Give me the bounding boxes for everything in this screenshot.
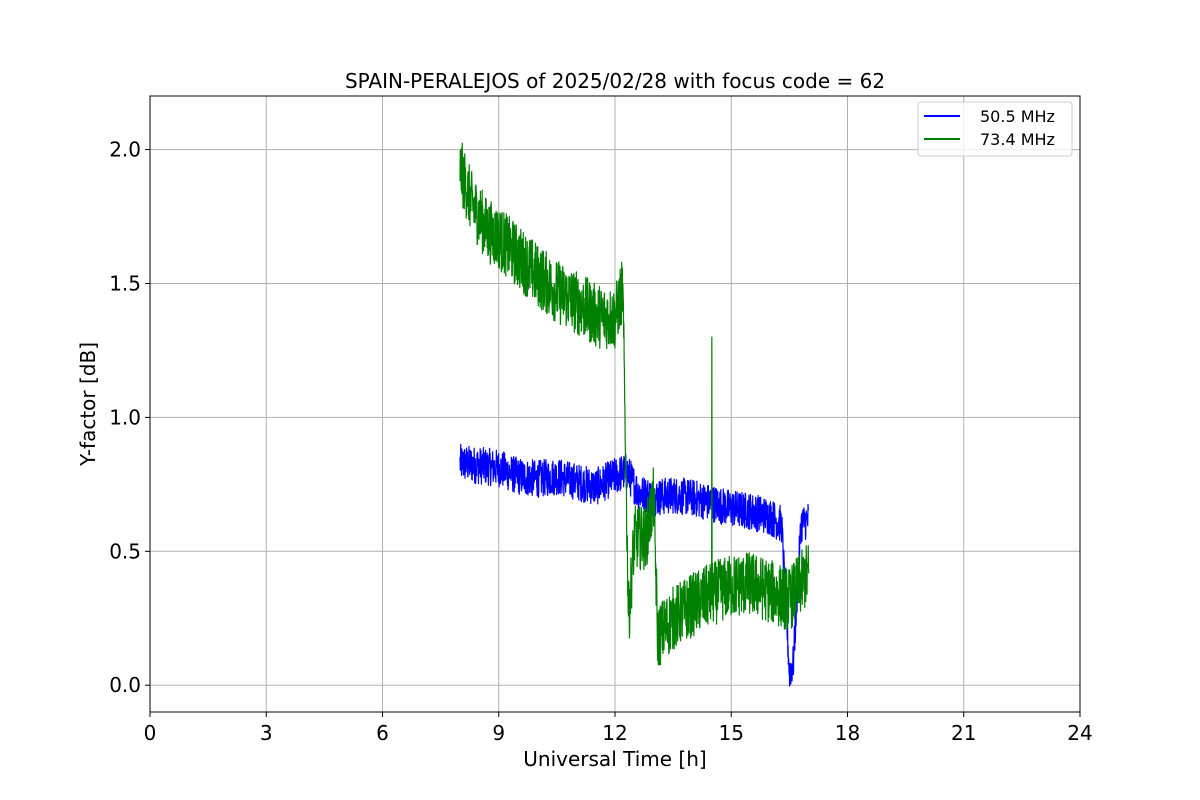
x-tick-label: 21 (951, 721, 976, 745)
y-tick-label: 0.5 (109, 539, 141, 563)
legend: 50.5 MHz 73.4 MHz (917, 101, 1073, 157)
x-tick-label: 12 (602, 721, 627, 745)
legend-label: 50.5 MHz (980, 107, 1055, 126)
chart-title: SPAIN-PERALEJOS of 2025/02/28 with focus… (345, 69, 885, 93)
x-tick-label: 9 (492, 721, 505, 745)
series-layer (459, 142, 810, 687)
series-2 (459, 142, 810, 666)
y-tick-label: 1.5 (109, 271, 141, 295)
x-axis-ticks: 0 3 6 9 12 15 18 21 24 (144, 712, 1093, 745)
series-1 (459, 443, 810, 687)
x-tick-label: 15 (719, 721, 744, 745)
y-axis-ticks: 0.0 0.5 1.0 1.5 2.0 (109, 138, 150, 697)
x-tick-label: 6 (376, 721, 389, 745)
x-tick-label: 24 (1067, 721, 1092, 745)
series-line (459, 142, 810, 666)
x-axis-label: Universal Time [h] (523, 747, 706, 771)
y-tick-label: 1.0 (109, 405, 141, 429)
y-tick-label: 0.0 (109, 673, 141, 697)
legend-label: 73.4 MHz (980, 130, 1055, 149)
x-tick-label: 0 (144, 721, 157, 745)
y-tick-label: 2.0 (109, 138, 141, 162)
series-line (459, 443, 810, 687)
x-tick-label: 18 (835, 721, 860, 745)
y-axis-label: Y-factor [dB] (76, 342, 100, 467)
x-tick-label: 3 (260, 721, 273, 745)
